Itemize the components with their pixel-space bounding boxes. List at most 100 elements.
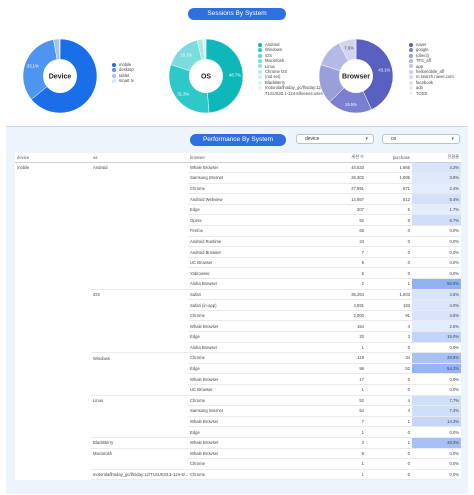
cell-sessions: 7 [320,416,366,428]
legend-item[interactable]: BlackBerry [258,80,323,85]
legend-item[interactable]: TOSS [409,91,454,96]
header-sessions[interactable]: 세션 수 [320,153,366,163]
chevron-down-icon[interactable]: ▾ [365,136,368,142]
cell-os [91,204,188,215]
table-row[interactable]: Android Browser 7 0 0.0% [15,246,461,258]
table-row[interactable]: Whale Browser 7 1 14.3% [15,416,461,428]
legend-swatch [409,80,413,85]
legend-item[interactable]: app [409,64,454,69]
cell-sessions: 119 [320,352,366,364]
donut-center-label: Browser [342,74,370,81]
table-row[interactable]: Samsung Internet 54 4 7.4% [15,405,461,417]
cell-conversion-rate: 7.4% [412,405,461,417]
table-row[interactable]: Macintosh Whale Browser 5 0 0.0% [15,448,461,460]
legend-item[interactable]: TFS_aff [409,58,454,63]
legend-item[interactable]: T1SUS33.1-124-6/feeee4:user/ [258,91,323,96]
legend-item[interactable]: (not set) [258,74,323,79]
legend-item[interactable]: desktop [112,67,134,72]
header-purchase[interactable]: purchase [366,153,412,163]
donut-slice[interactable] [355,38,394,110]
donut-slice[interactable] [329,75,372,114]
table-row[interactable]: Edge 96 52 54.2% [15,363,461,375]
cell-conversion-rate: 0.0% [412,342,461,354]
table-row[interactable]: Firefox 68 0 0.0% [15,225,461,237]
table-row[interactable]: Chrome 1 0 0.0% [15,458,461,470]
table-row[interactable]: Aloha Browser 1 0 0.0% [15,342,461,354]
table-row[interactable]: Edge 1 0 0.0% [15,426,461,438]
legend-item[interactable]: Android [258,42,323,47]
table-row[interactable]: Edge 20 3 15.0% [15,331,461,343]
donut-slice[interactable] [205,38,244,114]
legend-label: smart tv [119,78,134,84]
table-row[interactable]: Linux Chrome 52 4 7.7% [15,395,461,407]
chevron-down-icon[interactable]: ▾ [451,136,454,142]
legend-item[interactable]: naver [409,42,454,47]
header-browser[interactable]: browser [188,153,320,163]
table-row[interactable]: Whale Browser 17 0 0.0% [15,373,461,385]
table-row[interactable]: Chrome 2,000 91 4.5% [15,310,461,322]
cell-conversion-rate: 6.7% [412,214,461,227]
table-row[interactable]: Opera 92 6 6.7% [15,214,461,227]
legend-item[interactable]: Windows [258,47,323,52]
cell-device [15,363,91,374]
cell-sessions: 34 [320,236,366,248]
legend-item[interactable]: mobile [112,62,134,67]
cell-purchase: 0 [366,384,412,396]
legend-item[interactable]: Macintosh [258,58,323,63]
table-row[interactable]: Samsung Internet 26,302 1,005 3.8% [15,172,461,184]
device-donut-chart[interactable]: 33.1% Device [22,38,98,114]
legend-item[interactable]: google [409,47,454,52]
cell-device [15,183,91,194]
legend-label: m.search.naver.com [416,74,454,80]
cell-device [15,236,91,247]
header-device[interactable]: device [15,153,91,163]
legend-item[interactable]: Linux [258,64,323,69]
cell-purchase: 4 [366,405,412,417]
browser-donut-chart[interactable]: 43.1% 19.5% 7.6% Browser [318,38,394,114]
legend-label: desktop [119,67,134,73]
legend-item[interactable]: iOS [258,53,323,58]
table-row[interactable]: UC Browser 6 0 0.0% [15,257,461,269]
table-row[interactable]: BlackBerry Whale Browser 3 1 33.3% [15,437,461,449]
cell-purchase: 3 [366,331,412,343]
legend-item[interactable]: hellomobile_aff [409,69,454,74]
cell-conversion-rate: 0.0% [412,373,461,385]
table-row[interactable]: motorola/lhoday_gc/lhoday:12/T1SUS33.1-1… [15,469,461,481]
legend-item[interactable]: (direct) [409,53,454,58]
table-row[interactable]: Yabrowser 5 0 0.0% [15,267,461,280]
table-row[interactable]: Whale Browser 154 4 2.6% [15,320,461,332]
table-row[interactable]: Edge 207 5 1.7% [15,204,461,216]
cell-conversion-rate: 0.0% [412,257,461,269]
legend-item[interactable]: motorola/lhoday_gc/lhoday:12/ [258,85,323,90]
os-donut-chart[interactable]: 48.7% 31.3% 16.1% OS [168,38,244,114]
cell-browser: Aloha Browser [188,278,320,290]
legend-item[interactable]: tablet [112,73,134,78]
table-row[interactable]: Windows Chrome 119 34 28.8% [15,352,461,364]
os-filter-select[interactable]: os ▾ [382,134,460,144]
cell-sessions: 20 [320,331,366,343]
legend-item[interactable]: smart tv [112,78,134,83]
cell-os [91,374,188,385]
legend-item[interactable]: facebook [409,80,454,85]
legend-swatch [258,53,262,58]
donut-slice[interactable] [22,39,61,100]
legend-item[interactable]: adn [409,85,454,90]
header-conversion-rate[interactable]: 전환율 [412,153,461,163]
table-row[interactable]: Android Runtime 34 0 0.0% [15,236,461,248]
table-row[interactable]: Android Webview 14,957 812 5.4% [15,193,461,205]
cell-conversion-rate: 0.0% [412,267,461,280]
cell-conversion-rate: 0.0% [412,246,461,258]
legend-item[interactable]: m.search.naver.com [409,74,454,79]
device-filter-select[interactable]: device ▾ [296,134,374,144]
table-row[interactable]: UC Browser 1 0 0.0% [15,384,461,396]
legend-swatch [112,62,116,67]
header-os[interactable]: os [91,153,188,163]
table-row[interactable]: mobile Android Whale Browser 44,633 1,865 4.2… [15,162,461,174]
table-row[interactable]: Chrome 27,991 671 2.4% [15,183,461,195]
table-row[interactable]: Aloha Browser 2 1 50.0% [15,278,461,290]
table-row[interactable]: iOS Safari 35,264 1,603 4.5% [15,289,461,301]
os-filter-value: os [391,136,397,142]
cell-purchase: 1 [366,278,412,290]
table-row[interactable]: Safari (in-app) 4,591 183 4.0% [15,299,461,311]
legend-item[interactable]: Chrome OS [258,69,323,74]
